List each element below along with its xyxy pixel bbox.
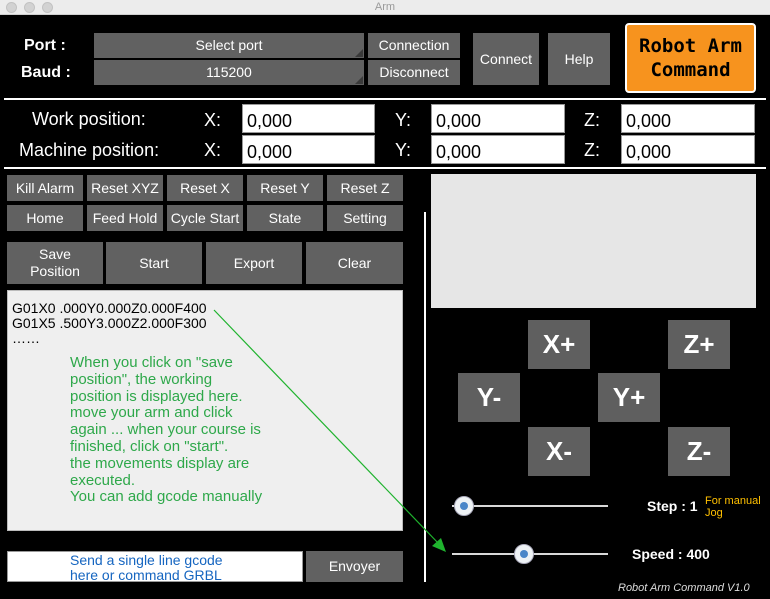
arrow-line xyxy=(214,310,439,544)
arrow-head xyxy=(432,538,446,552)
